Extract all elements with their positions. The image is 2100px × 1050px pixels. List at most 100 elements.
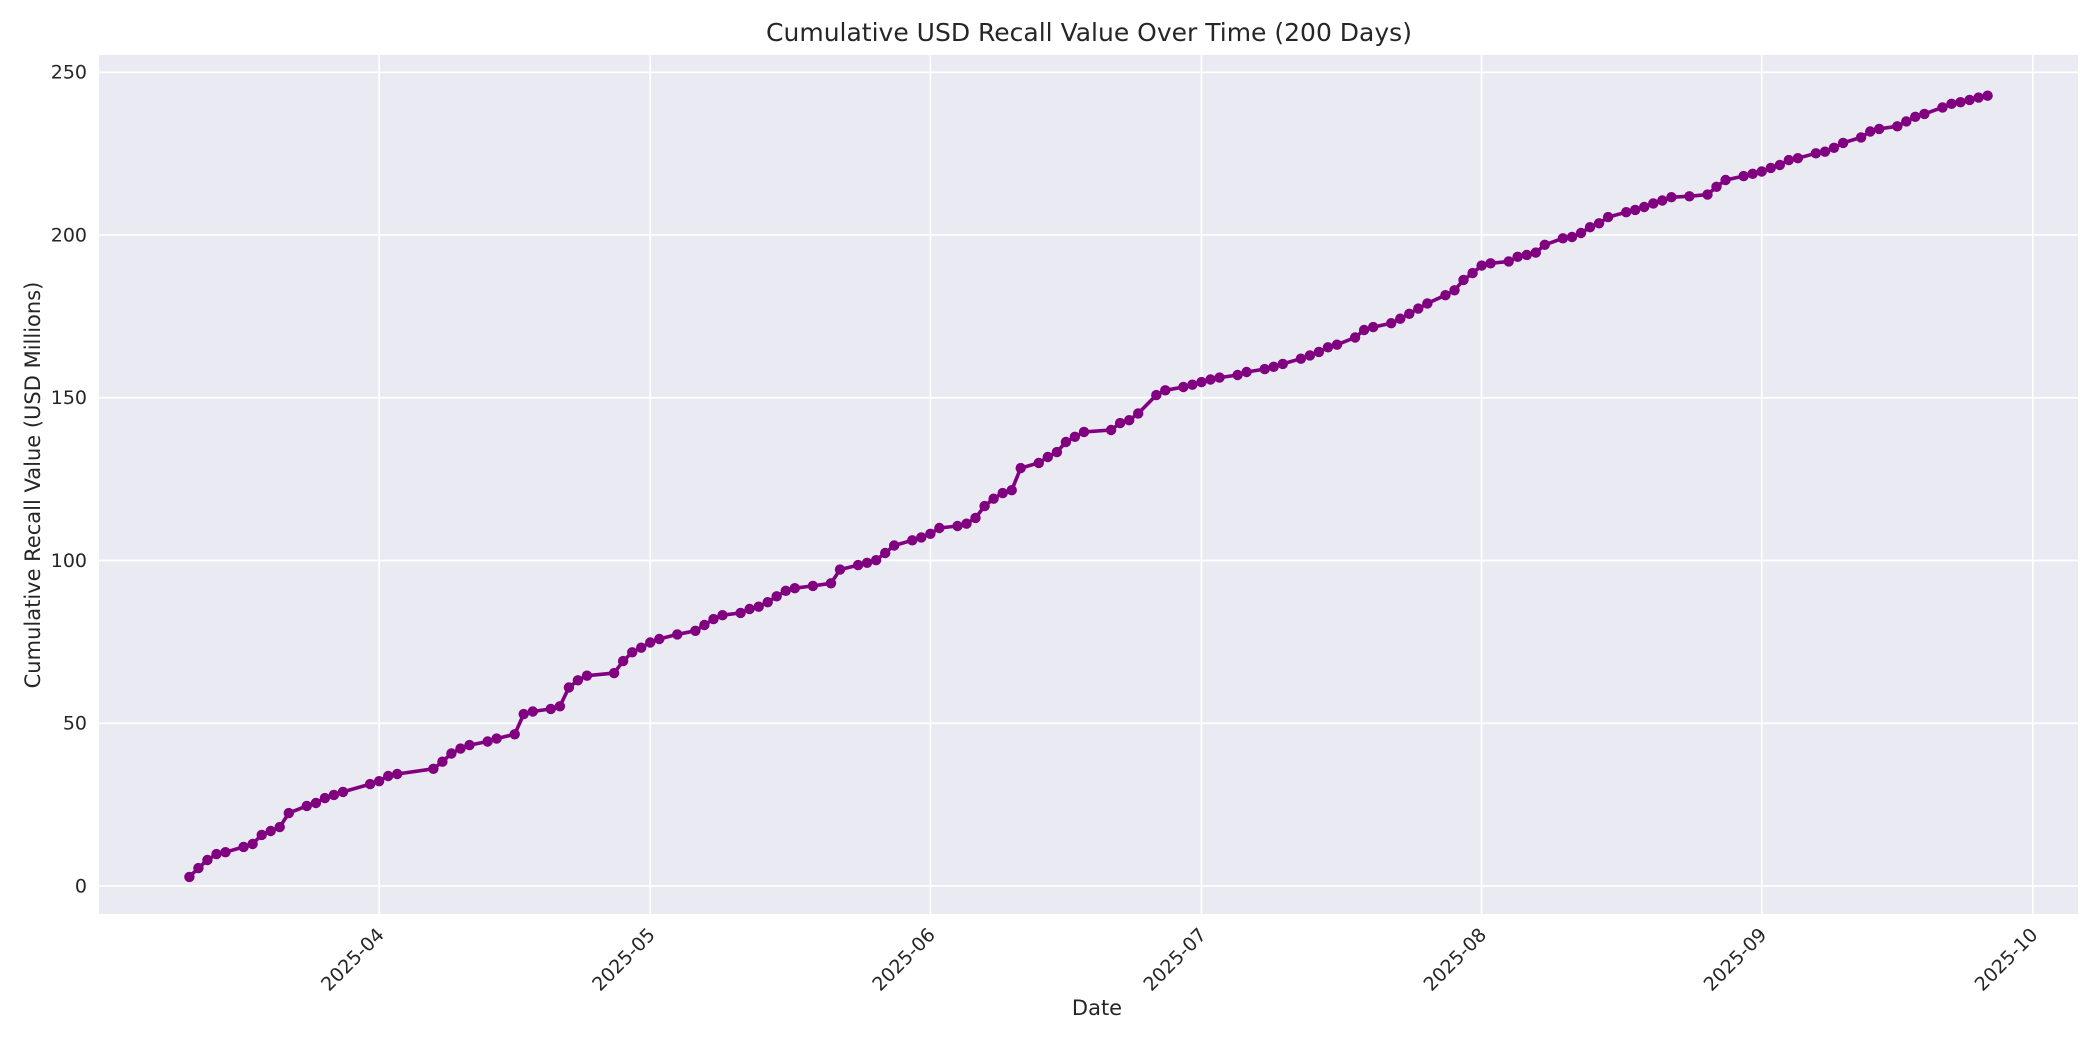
data-point [1449,285,1460,296]
data-point [1458,274,1469,286]
data-point [988,493,999,504]
data-point [1277,358,1289,370]
data-point [997,487,1008,499]
data-point [1521,249,1533,261]
data-point [1828,142,1840,153]
x-tick-label: 2025-06 [868,924,940,996]
data-point [1160,385,1171,396]
data-point [1584,222,1596,233]
data-point [1069,431,1081,442]
data-point [1395,313,1406,324]
data-point [1855,132,1867,143]
data-point [1530,247,1542,258]
data-point [870,555,882,566]
y-tick-label: 200 [51,224,87,246]
data-point [1105,424,1117,436]
data-point [1747,168,1758,179]
data-point [1982,90,1993,101]
data-point [256,829,267,841]
data-point [672,629,683,640]
data-point [1485,258,1496,269]
data-point [482,736,493,747]
data-point [952,520,963,532]
x-tick-label: 2025-05 [588,924,660,996]
data-point [1187,379,1198,390]
data-point [1892,121,1903,132]
data-point [1539,239,1551,250]
data-point [1738,170,1749,182]
plot-area [99,55,2078,914]
data-point [1349,332,1361,343]
data-point [925,528,936,539]
data-point [717,610,728,621]
data-point [518,708,529,720]
data-point [211,848,222,860]
data-point [699,619,710,631]
data-point [310,797,322,809]
data-point [834,564,846,575]
data-point [1358,324,1370,336]
data-point [690,625,701,636]
data-point [608,667,620,679]
data-point [1259,363,1270,375]
data-point [1078,426,1090,438]
data-point [1666,192,1677,203]
data-point [1205,374,1216,385]
data-point [916,532,927,543]
data-point [527,706,538,717]
data-point [193,862,204,874]
x-tick-label: 2025-07 [1139,924,1211,996]
data-point [1621,207,1632,218]
data-point [1467,267,1478,279]
data-point [491,733,502,744]
data-point [301,800,312,812]
data-point [1060,436,1072,448]
data-point [1684,191,1695,202]
data-point [1241,366,1252,378]
data-point [1214,372,1225,383]
data-point [1413,303,1424,314]
data-point [1015,462,1026,474]
data-point [1602,211,1614,223]
data-point [184,871,195,883]
data-point [1124,415,1135,426]
data-point [1874,123,1885,135]
data-point [627,647,638,658]
data-point [1051,446,1063,458]
data-point [1440,290,1451,301]
data-point [437,756,448,767]
data-point [1720,174,1731,186]
data-point [1196,376,1207,388]
data-point [825,578,837,589]
data-point [572,675,584,686]
data-point [1268,361,1279,372]
data-point [1702,189,1713,200]
y-tick-label: 150 [51,387,87,409]
data-point [1865,126,1876,137]
data-point [337,786,349,798]
data-point [744,603,755,615]
y-axis-label: Cumulative Recall Value (USD Millions) [21,281,45,689]
data-point [581,670,593,681]
data-point [636,642,647,653]
data-point [1178,381,1189,393]
data-point [509,729,520,740]
data-point [934,522,945,534]
data-point [1575,227,1587,239]
data-point [1756,166,1767,177]
data-point [1322,342,1334,353]
data-point [889,540,900,551]
data-point [970,512,981,524]
data-point [1837,137,1849,149]
data-point [1946,98,1957,110]
x-axis-label: Date [1071,996,1123,1020]
data-point [328,789,340,801]
data-point [654,633,665,645]
data-point [1910,111,1921,123]
data-point [1114,417,1126,429]
data-point [392,768,403,780]
data-point [1819,146,1831,157]
data-point [1295,353,1307,364]
data-point [1630,204,1641,216]
data-point [1232,369,1243,381]
